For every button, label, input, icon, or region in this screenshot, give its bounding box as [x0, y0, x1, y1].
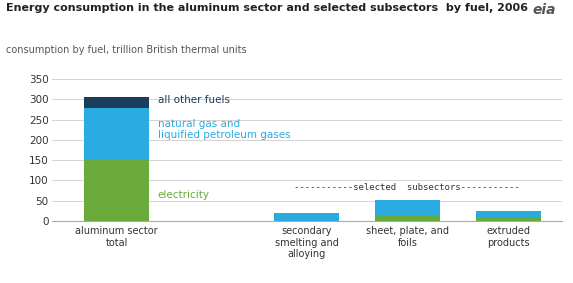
- Text: all other fuels: all other fuels: [158, 95, 230, 106]
- Bar: [84, 97, 150, 108]
- Bar: [476, 211, 541, 218]
- Text: -----------selected  subsectors-----------: -----------selected subsectors----------…: [295, 183, 520, 192]
- Bar: [375, 200, 440, 216]
- Text: natural gas and
liquified petroleum gases: natural gas and liquified petroleum gase…: [158, 119, 291, 140]
- Text: electricity: electricity: [158, 190, 210, 200]
- Bar: [84, 159, 150, 221]
- Text: consumption by fuel, trillion British thermal units: consumption by fuel, trillion British th…: [6, 45, 246, 55]
- Bar: [274, 213, 339, 221]
- Text: eia: eia: [532, 3, 556, 17]
- Bar: [476, 218, 541, 221]
- Text: Energy consumption in the aluminum sector and selected subsectors  by fuel, 2006: Energy consumption in the aluminum secto…: [6, 3, 528, 13]
- Bar: [84, 108, 150, 159]
- Bar: [375, 216, 440, 221]
